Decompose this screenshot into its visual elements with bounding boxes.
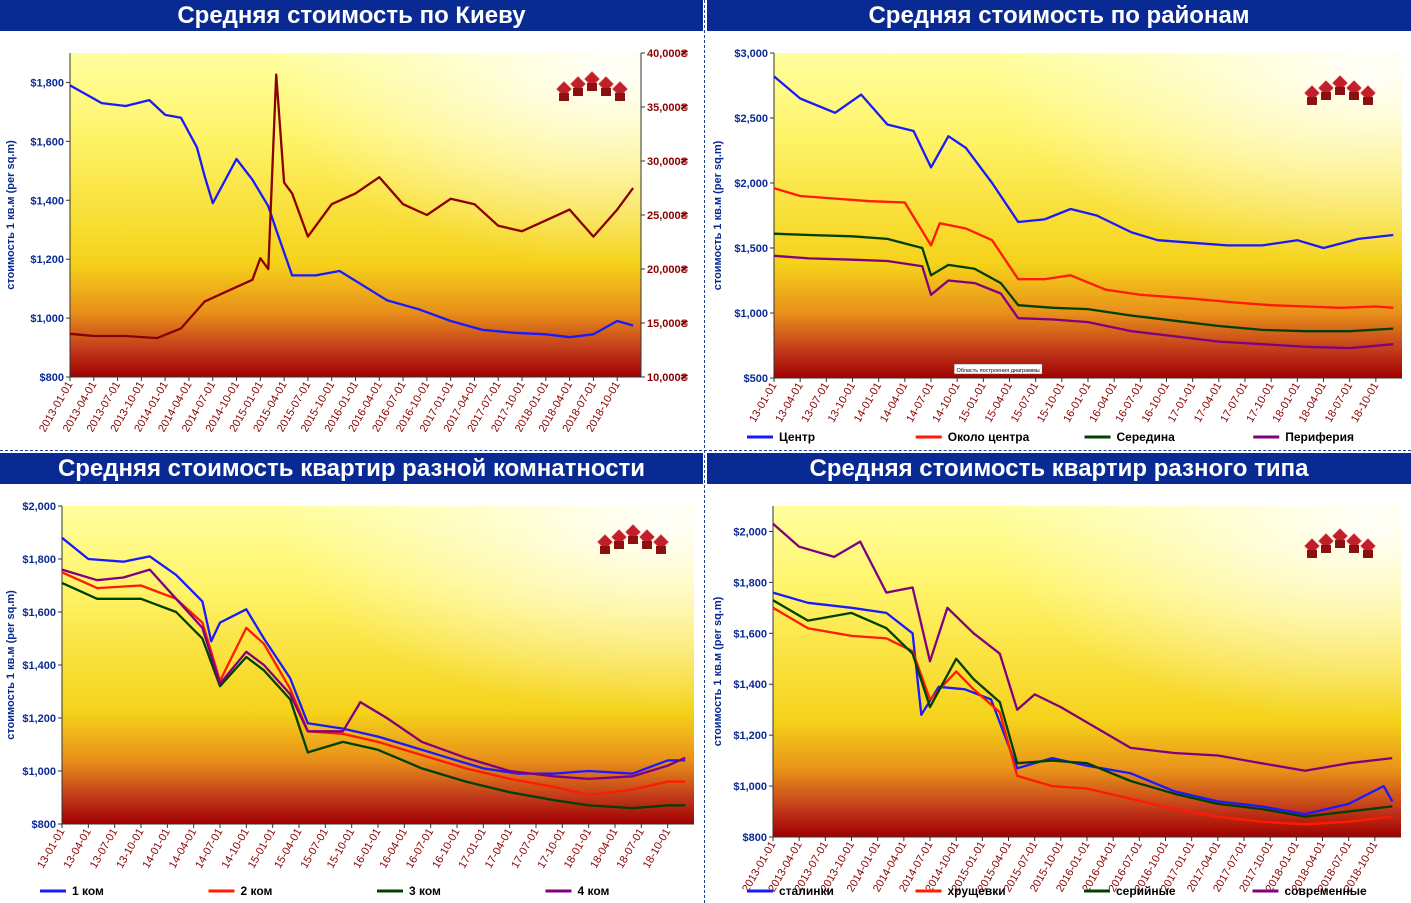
series-line-1 xyxy=(772,591,1394,816)
chart-title: Средняя стоимость квартир разной комнатн… xyxy=(57,455,646,482)
brand-logo-icon xyxy=(596,523,670,554)
chart-kyiv-svg: $800 $1,000 $1,200 $1,400 $1,600 $1,800 10,000… xyxy=(5,48,689,434)
series-line-3 xyxy=(773,232,1394,333)
y-tick-label: $1,800 xyxy=(733,577,767,589)
chart-panel-rooms: Средняя стоимость квартир разной комнатн… xyxy=(0,453,703,903)
series-line-1 xyxy=(773,75,1394,250)
y-tick-label: $800 xyxy=(743,832,767,844)
y-tick-label: $1,600 xyxy=(22,607,56,619)
legend-label: серийные xyxy=(1116,884,1176,898)
y2-tick-label: 40,000₴ xyxy=(647,48,689,60)
y-tick-label: $1,000 xyxy=(22,766,56,778)
y-tick-label: $1,200 xyxy=(733,730,767,742)
chart-title: Средняя стоимость квартир разного типа xyxy=(809,455,1309,482)
legend-label: Периферия xyxy=(1285,430,1354,444)
legend-label: Центр xyxy=(779,430,815,444)
chart-panel-kyiv: Средняя стоимость по Киеву $800 $1,000 $1,… xyxy=(0,0,703,449)
series-line-1 xyxy=(61,536,686,775)
legend-label: сталинки xyxy=(779,884,834,898)
y2-tick-label: 35,000₴ xyxy=(647,102,689,114)
y-tick-label: $800 xyxy=(40,372,64,384)
chart-title: Средняя стоимость по Киеву xyxy=(177,2,526,29)
y-tick-label: $1,800 xyxy=(30,77,64,89)
y-tick-label: $1,600 xyxy=(733,628,767,640)
y-tick-label: $1,400 xyxy=(22,660,56,672)
chart-districts-svg: $500 $1,000 $1,500 $2,000 $2,500 $3,000 стоимо… xyxy=(712,48,1402,444)
series-line-4 xyxy=(773,254,1394,350)
y-axis-title: стоимость 1 кв.м (per sq.m) xyxy=(5,140,17,290)
y-tick-label: $2,000 xyxy=(733,526,767,538)
annotation-box xyxy=(953,363,1043,375)
series-line-3 xyxy=(772,599,1393,818)
y-tick-label: $1,000 xyxy=(734,308,768,320)
y-tick-label: $2,000 xyxy=(734,178,768,190)
y-tick-label: $2,000 xyxy=(22,501,56,513)
y-tick-label: $1,000 xyxy=(733,781,767,793)
y-tick-label: $1,200 xyxy=(30,254,64,266)
brand-logo-icon xyxy=(555,70,629,101)
y-axis-title: стоимость 1 кв.м (per sq.m) xyxy=(712,140,724,290)
series-line-2 xyxy=(69,73,635,340)
y2-tick-label: 25,000₴ xyxy=(647,210,689,222)
y-tick-label: $1,500 xyxy=(734,243,768,255)
y-tick-label: $1,600 xyxy=(30,136,64,148)
legend-label: современные xyxy=(1285,884,1368,898)
series-line-3 xyxy=(61,581,686,810)
legend-label: Около центра xyxy=(948,430,1030,444)
legend-label: 2 ком xyxy=(241,884,273,898)
series-line-1 xyxy=(69,84,634,339)
y2-tick-label: 15,000₴ xyxy=(647,318,689,330)
chart-title-bar: Средняя стоимость по районам xyxy=(707,0,1411,31)
plot-highlight xyxy=(62,506,694,824)
legend-label: Середина xyxy=(1117,430,1176,444)
y-tick-label: $500 xyxy=(744,373,768,385)
annotation-text: Область построения диаграммы xyxy=(957,368,1040,374)
chart-title-bar: Средняя стоимость квартир разной комнатн… xyxy=(0,453,703,484)
y-tick-label: $1,200 xyxy=(22,713,56,725)
chart-panel-districts: Средняя стоимость по районам $500 $1,000 $… xyxy=(707,0,1411,449)
legend-label: 1 ком xyxy=(72,884,104,898)
y-tick-label: $3,000 xyxy=(734,48,768,60)
chart-title-bar: Средняя стоимость квартир разного типа xyxy=(707,453,1411,484)
y-tick-label: $800 xyxy=(32,819,56,831)
y-tick-label: $2,500 xyxy=(734,113,768,125)
series-line-4 xyxy=(772,522,1393,772)
plot-highlight xyxy=(773,506,1401,837)
chart-title: Средняя стоимость по районам xyxy=(868,2,1250,29)
y-tick-label: $1,800 xyxy=(22,554,56,566)
legend-label: 4 ком xyxy=(578,884,610,898)
chart-types-svg: $800 $1,000 $1,200 $1,400 $1,600 $1,800 $2,000… xyxy=(712,506,1401,898)
vertical-divider xyxy=(704,0,705,903)
y-axis-title: стоимость 1 кв.м (per sq.m) xyxy=(712,596,724,746)
chart-title-bar: Средняя стоимость по Киеву xyxy=(0,0,703,31)
y-tick-label: $1,400 xyxy=(733,679,767,691)
series-line-4 xyxy=(61,568,686,781)
y-tick-label: $1,400 xyxy=(30,195,64,207)
brand-logo-icon xyxy=(1303,74,1377,105)
y2-tick-label: 20,000₴ xyxy=(647,264,689,276)
horizontal-divider xyxy=(0,450,1411,451)
y-tick-label: $1,000 xyxy=(30,313,64,325)
brand-logo-icon xyxy=(1303,527,1377,558)
y2-tick-label: 30,000₴ xyxy=(647,156,689,168)
y-axis-title: стоимость 1 кв.м (per sq.m) xyxy=(5,590,17,740)
legend-label: 3 ком xyxy=(409,884,441,898)
plot-highlight xyxy=(70,53,641,377)
series-line-2 xyxy=(773,187,1394,309)
plot-highlight xyxy=(774,53,1402,378)
chart-rooms-svg: $800 $1,000 $1,200 $1,400 $1,600 $1,800 $2,000… xyxy=(5,501,694,898)
y2-tick-label: 10,000₴ xyxy=(647,372,689,384)
legend-label: хрущевки xyxy=(948,884,1006,898)
series-line-2 xyxy=(772,606,1393,826)
chart-panel-types: Средняя стоимость квартир разного типа $… xyxy=(707,453,1411,903)
